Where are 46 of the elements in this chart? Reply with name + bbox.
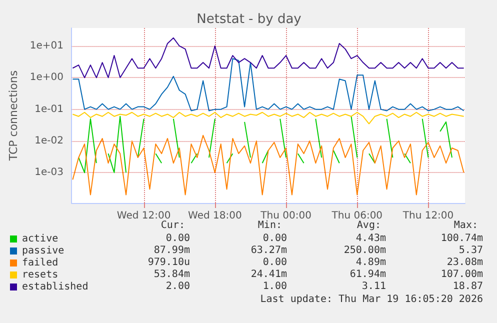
text: Cur: bbox=[160, 220, 185, 231]
text: 107.00m bbox=[440, 269, 483, 280]
text: 0.00 bbox=[166, 233, 190, 244]
x-tick-label: Thu 12:00 bbox=[402, 210, 454, 222]
text: 100.74m bbox=[440, 233, 483, 244]
text: 23.08m bbox=[446, 257, 483, 268]
x-tick-label: Thu 00:00 bbox=[260, 210, 312, 222]
line-series bbox=[72, 37, 464, 78]
x-tick-label: Wed 12:00 bbox=[116, 210, 171, 222]
y-tick-label: 1e+01 bbox=[30, 40, 64, 52]
line-series bbox=[72, 134, 464, 196]
text: 0.00 bbox=[262, 233, 287, 244]
x-tick-label: Wed 18:00 bbox=[188, 210, 242, 222]
text: 18.87 bbox=[452, 281, 483, 292]
text: 979.10u bbox=[148, 257, 190, 268]
text: 250.00m bbox=[344, 245, 386, 256]
y-tick-label: 1e-01 bbox=[34, 104, 64, 115]
text: 4.89m bbox=[356, 257, 386, 268]
legend-label: active bbox=[22, 234, 58, 244]
text: 63.27m bbox=[250, 245, 287, 256]
legend-label: failed bbox=[22, 258, 58, 268]
legend-label: resets bbox=[22, 270, 58, 280]
text: 3.11 bbox=[362, 281, 386, 292]
text: Max: bbox=[454, 220, 478, 231]
text: 4.43m bbox=[356, 233, 386, 244]
text: Min: bbox=[258, 220, 282, 231]
text: Last update: Thu Mar 19 16:05:20 2026 bbox=[260, 294, 483, 305]
text: 1.00 bbox=[262, 281, 287, 292]
text: 24.41m bbox=[250, 269, 287, 280]
text: 0.00 bbox=[262, 257, 287, 268]
text: 87.99m bbox=[154, 245, 190, 256]
y-tick-label: 1e+00 bbox=[30, 72, 64, 84]
y-tick-label: 1e-03 bbox=[34, 167, 64, 178]
legend-label: established bbox=[22, 282, 88, 292]
y-tick-label: 1e-02 bbox=[34, 135, 64, 146]
text: 2.00 bbox=[166, 281, 190, 292]
legend-label: passive bbox=[22, 246, 64, 256]
line-series bbox=[72, 112, 464, 124]
text: 53.84m bbox=[154, 269, 190, 280]
y-axis-title: TCP connections bbox=[7, 70, 20, 162]
chart-title: Netstat - by day bbox=[196, 12, 302, 27]
line-series bbox=[72, 58, 464, 112]
text: 5.37 bbox=[458, 245, 483, 256]
text: 61.94m bbox=[350, 269, 386, 280]
text: Avg: bbox=[356, 220, 381, 231]
x-tick-label: Thu 06:00 bbox=[330, 210, 383, 222]
